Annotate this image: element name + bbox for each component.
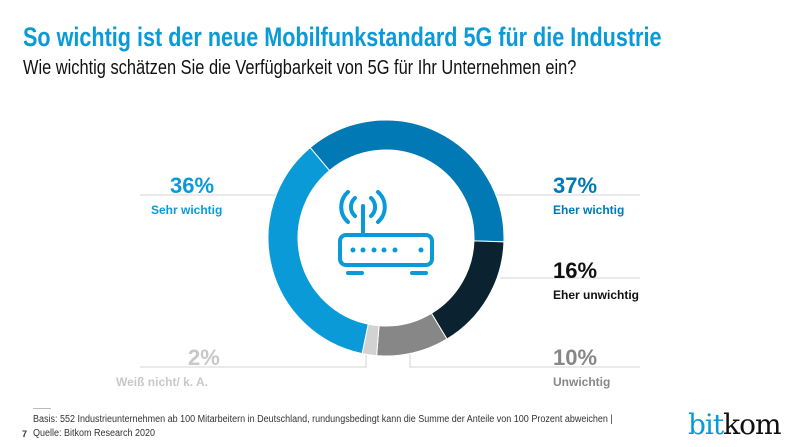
- slice-value-sehr-wichtig: 36%: [170, 173, 215, 198]
- slice-label-eher-unwichtig: Eher unwichtig: [553, 288, 640, 302]
- leader-line: [409, 340, 640, 368]
- footnote-source: Quelle: Bitkom Research 2020: [33, 428, 156, 439]
- page-title: So wichtig ist der neue Mobilfunkstandar…: [23, 22, 662, 52]
- slice-value-eher-unwichtig: 16%: [553, 258, 598, 283]
- slice-label-weiss-nicht: Weiß nicht/ k. A.: [116, 375, 209, 389]
- donut-slice: [430, 240, 505, 340]
- donut-slice: [267, 146, 369, 355]
- page-number: 7: [22, 429, 28, 439]
- logo-part: kom: [723, 408, 781, 441]
- page-subtitle: Wie wichtig schätzen Sie die Verfügbarke…: [23, 57, 577, 79]
- wifi-router-icon: [338, 190, 434, 275]
- slice-label-eher-wichtig: Eher wichtig: [553, 203, 625, 217]
- divider: [33, 408, 51, 409]
- slice-value-unwichtig: 10%: [553, 345, 598, 370]
- leader-line: [140, 345, 367, 368]
- slice-value-weiss-nicht: 2%: [188, 345, 220, 370]
- footnote-basis: Basis: 552 Industrieunternehmen ab 100 M…: [33, 414, 613, 425]
- bitkom-logo: bitkom: [688, 408, 782, 441]
- logo-part: bit: [688, 408, 724, 441]
- donut-slice: [309, 119, 505, 243]
- slice-value-eher-wichtig: 37%: [553, 173, 598, 198]
- slice-label-unwichtig: Unwichtig: [553, 375, 611, 389]
- slice-label-sehr-wichtig: Sehr wichtig: [151, 203, 223, 217]
